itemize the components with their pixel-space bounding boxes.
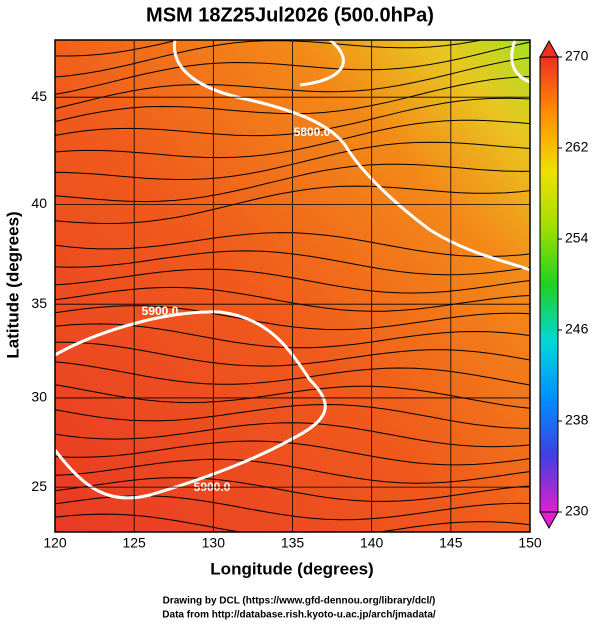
colorbar-tick-label: 230 [565, 503, 589, 519]
x-tick-label: 125 [122, 535, 146, 551]
x-tick-label: 135 [281, 535, 305, 551]
streamline [55, 305, 530, 331]
title: MSM 18Z25Jul2026 (500.0hPa) [146, 4, 434, 26]
streamline [55, 268, 530, 294]
streamline [55, 119, 530, 159]
streamline [55, 341, 530, 367]
colorbar-tick-label: 238 [565, 412, 589, 428]
streamline [55, 361, 530, 386]
x-tick-label: 120 [43, 535, 67, 551]
x-tick-label: 145 [439, 535, 463, 551]
colorbar-extend-min [539, 511, 559, 530]
streamline [55, 513, 530, 532]
x-axis-label: Longitude (degrees) [210, 559, 373, 578]
streamline [55, 384, 530, 409]
contour-label: 5800.0 [294, 125, 331, 139]
credit: Drawing by DCL (https://www.gfd-dennou.o… [163, 596, 436, 607]
y-tick-label: 30 [31, 389, 47, 405]
streamline [55, 97, 530, 137]
streamline [55, 75, 530, 123]
streamline [55, 477, 530, 502]
streamline [55, 403, 530, 429]
streamline [55, 41, 530, 95]
colorbar-tick-label: 262 [565, 139, 589, 155]
y-tick-label: 35 [31, 295, 47, 311]
streamline [55, 40, 484, 78]
streamline [55, 40, 180, 57]
contour-label: 5900.0 [142, 304, 179, 318]
y-tick-label: 40 [31, 195, 47, 211]
streamlines [55, 40, 530, 532]
y-tick-label: 45 [31, 88, 47, 104]
contour-5800 [172, 40, 530, 272]
streamline [55, 232, 530, 258]
streamline [55, 458, 530, 484]
streamline [55, 250, 530, 276]
plot-frame [54, 39, 531, 533]
x-tick-label: 140 [360, 535, 384, 551]
colorbar-tick-label: 254 [565, 230, 589, 246]
colorbar-extend-max [539, 39, 559, 58]
credit: Data from http://database.rish.kyoto-u.a… [162, 610, 436, 621]
contour-5800 [510, 40, 530, 84]
colorbar [539, 56, 559, 513]
contour-5900 [55, 310, 327, 500]
colorbar-tick-label: 246 [565, 321, 589, 337]
contours [55, 40, 530, 500]
y-axis-label: Latitude (degrees) [3, 211, 22, 358]
contour-5800 [299, 40, 345, 87]
streamline [55, 185, 530, 225]
streamline [55, 57, 530, 110]
colorbar-tick-label: 270 [565, 48, 589, 64]
streamline [55, 141, 530, 180]
streamline [55, 163, 530, 203]
streamline [55, 422, 530, 448]
x-tick-label: 130 [202, 535, 226, 551]
y-tick-label: 25 [31, 478, 47, 494]
x-tick-label: 150 [518, 535, 542, 551]
